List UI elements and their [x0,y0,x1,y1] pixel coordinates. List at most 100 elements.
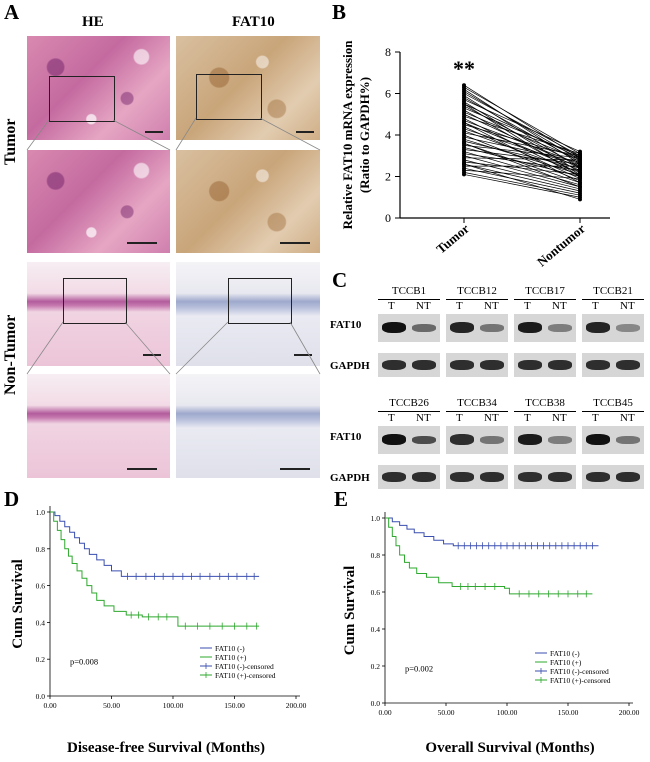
group-label-tccb45: TCCB45 [593,397,633,409]
y-tick-label: 6 [385,87,391,101]
y-tick-label: 0.6 [371,588,381,597]
chart-overall-survival: 0.0 0.2 0.4 0.6 0.8 1.0 0.00 50.00 100.00 150.00 2… [342,512,640,756]
pair-line-46 [463,122,581,184]
scale-bar [127,468,157,470]
x-label-nontumor: Nontumor [534,221,588,270]
lane-label-t: T [388,300,395,312]
group-underline [446,299,508,300]
pair-line-27 [463,140,581,169]
tumor-he-zoom [27,150,170,253]
zoom-box [196,74,262,120]
tumor-point-44 [462,162,466,167]
nontumor-point-35 [578,157,582,162]
scale-bar [294,354,312,356]
survival-curve-negative [385,517,599,547]
tumor-point-46 [462,120,466,125]
pair-line-17 [463,120,581,165]
tumor-he-overview [27,36,170,140]
y-tick-label: 0.8 [371,551,381,560]
fat10-strip [446,426,508,454]
legend-entry-3: FAT10 (+)-censored [550,676,611,685]
nontumor-he-overview [27,262,170,366]
pair-line-44 [463,163,581,200]
legend-entry-2: FAT10 (-)-censored [550,667,609,676]
y-tick-label: 0.8 [36,545,46,554]
x-tick-label: 50.00 [103,701,120,710]
fat10-strip [514,314,576,342]
lane-label-t: T [456,300,463,312]
scale-bar [145,131,163,133]
pair-line-33 [463,153,581,171]
band-gapdh-nt [548,472,572,482]
scale-bar [143,354,161,356]
pair-line-28 [463,142,581,184]
pair-line-4 [463,93,581,157]
panel-label-b: B [332,0,347,24]
panel-label-a: A [4,0,20,24]
chart-fat10-mrna: 0 2 4 6 8 ** Tumor Nontumor Relative FAT10 mRNA … [340,40,610,270]
panel-label-d: D [4,487,20,511]
fat10-strip [378,314,440,342]
tumor-fat10-zoom [176,150,320,253]
band-fat10-t [586,434,610,445]
survival-curve-positive [385,517,593,595]
band-fat10-t [382,322,406,333]
pair-line-38 [463,163,581,192]
lane-label-t: T [524,300,531,312]
band-gapdh-nt [412,360,436,370]
pair-line-42 [463,172,581,196]
group-label-tccb1: TCCB1 [391,285,427,297]
scale-bar [280,242,310,244]
band-fat10-t [382,434,406,445]
band-fat10-t [586,322,610,333]
group-underline [514,299,576,300]
band-gapdh-nt [616,360,640,370]
group-underline [582,299,644,300]
band-fat10-t [518,434,542,445]
nontumor-point-47 [578,174,582,179]
panel-label-c: C [332,268,348,292]
western-blots: FAT10 GAPDH TCCB1 T NT TCCB12 T NT TCCB17 T NT TCCB… [330,285,650,507]
pair-line-40 [463,167,581,194]
row-label-fat10: FAT10 [330,431,362,443]
x-tick-label: 150.00 [224,701,245,710]
x-axis-label: Overall Survival (Months) [425,740,594,756]
band-gapdh-t [586,360,610,370]
band-gapdh-nt [480,472,504,482]
band-gapdh-nt [548,360,572,370]
pair-line-35 [463,157,581,161]
gapdh-strip [378,353,440,377]
y-axis-label: Cum Survival [342,566,358,656]
band-fat10-t [518,322,542,333]
nontumor-point-46 [578,180,582,185]
fat10-strip [582,426,644,454]
gapdh-strip [378,465,440,489]
x-tick-label: 100.00 [497,708,518,717]
legend-entry-1: FAT10 (+) [215,653,247,662]
pair-line-7 [463,99,581,152]
pair-line-45 [463,142,581,188]
nontumor-point-39 [578,164,582,169]
lane-label-nt: NT [620,300,635,312]
fat10-strip [582,314,644,342]
survival-curve-positive [50,511,260,627]
group-label-tccb38: TCCB38 [525,397,565,409]
lane-label-nt: NT [552,412,567,424]
lane-label-t: T [592,412,599,424]
band-fat10-t [450,322,474,333]
x-axis-label: Disease-free Survival (Months) [67,740,265,756]
pair-line-8 [463,101,581,173]
survival-curve-negative [50,511,260,577]
band-fat10-nt [548,324,572,332]
fat10-strip [446,314,508,342]
gapdh-strip [446,353,508,377]
band-fat10-nt [480,324,504,332]
pair-line-29 [463,145,581,159]
x-tick-label: 0.00 [378,708,391,717]
y-tick-label: 0.4 [36,618,46,627]
y-tick-label: 0.0 [36,692,46,701]
x-tick-label: 100.00 [163,701,184,710]
band-gapdh-t [518,360,542,370]
nontumor-point-44 [578,197,582,202]
